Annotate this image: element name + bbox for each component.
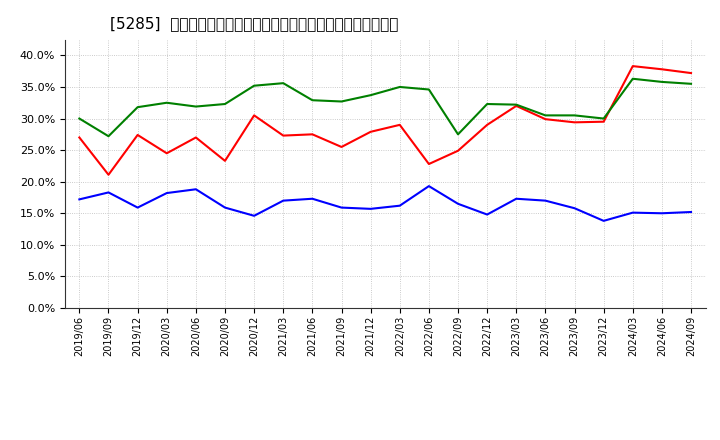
Text: [5285]  売上債権、在庫、買入債務の総資産に対する比率の推移: [5285] 売上債権、在庫、買入債務の総資産に対する比率の推移: [109, 16, 398, 32]
